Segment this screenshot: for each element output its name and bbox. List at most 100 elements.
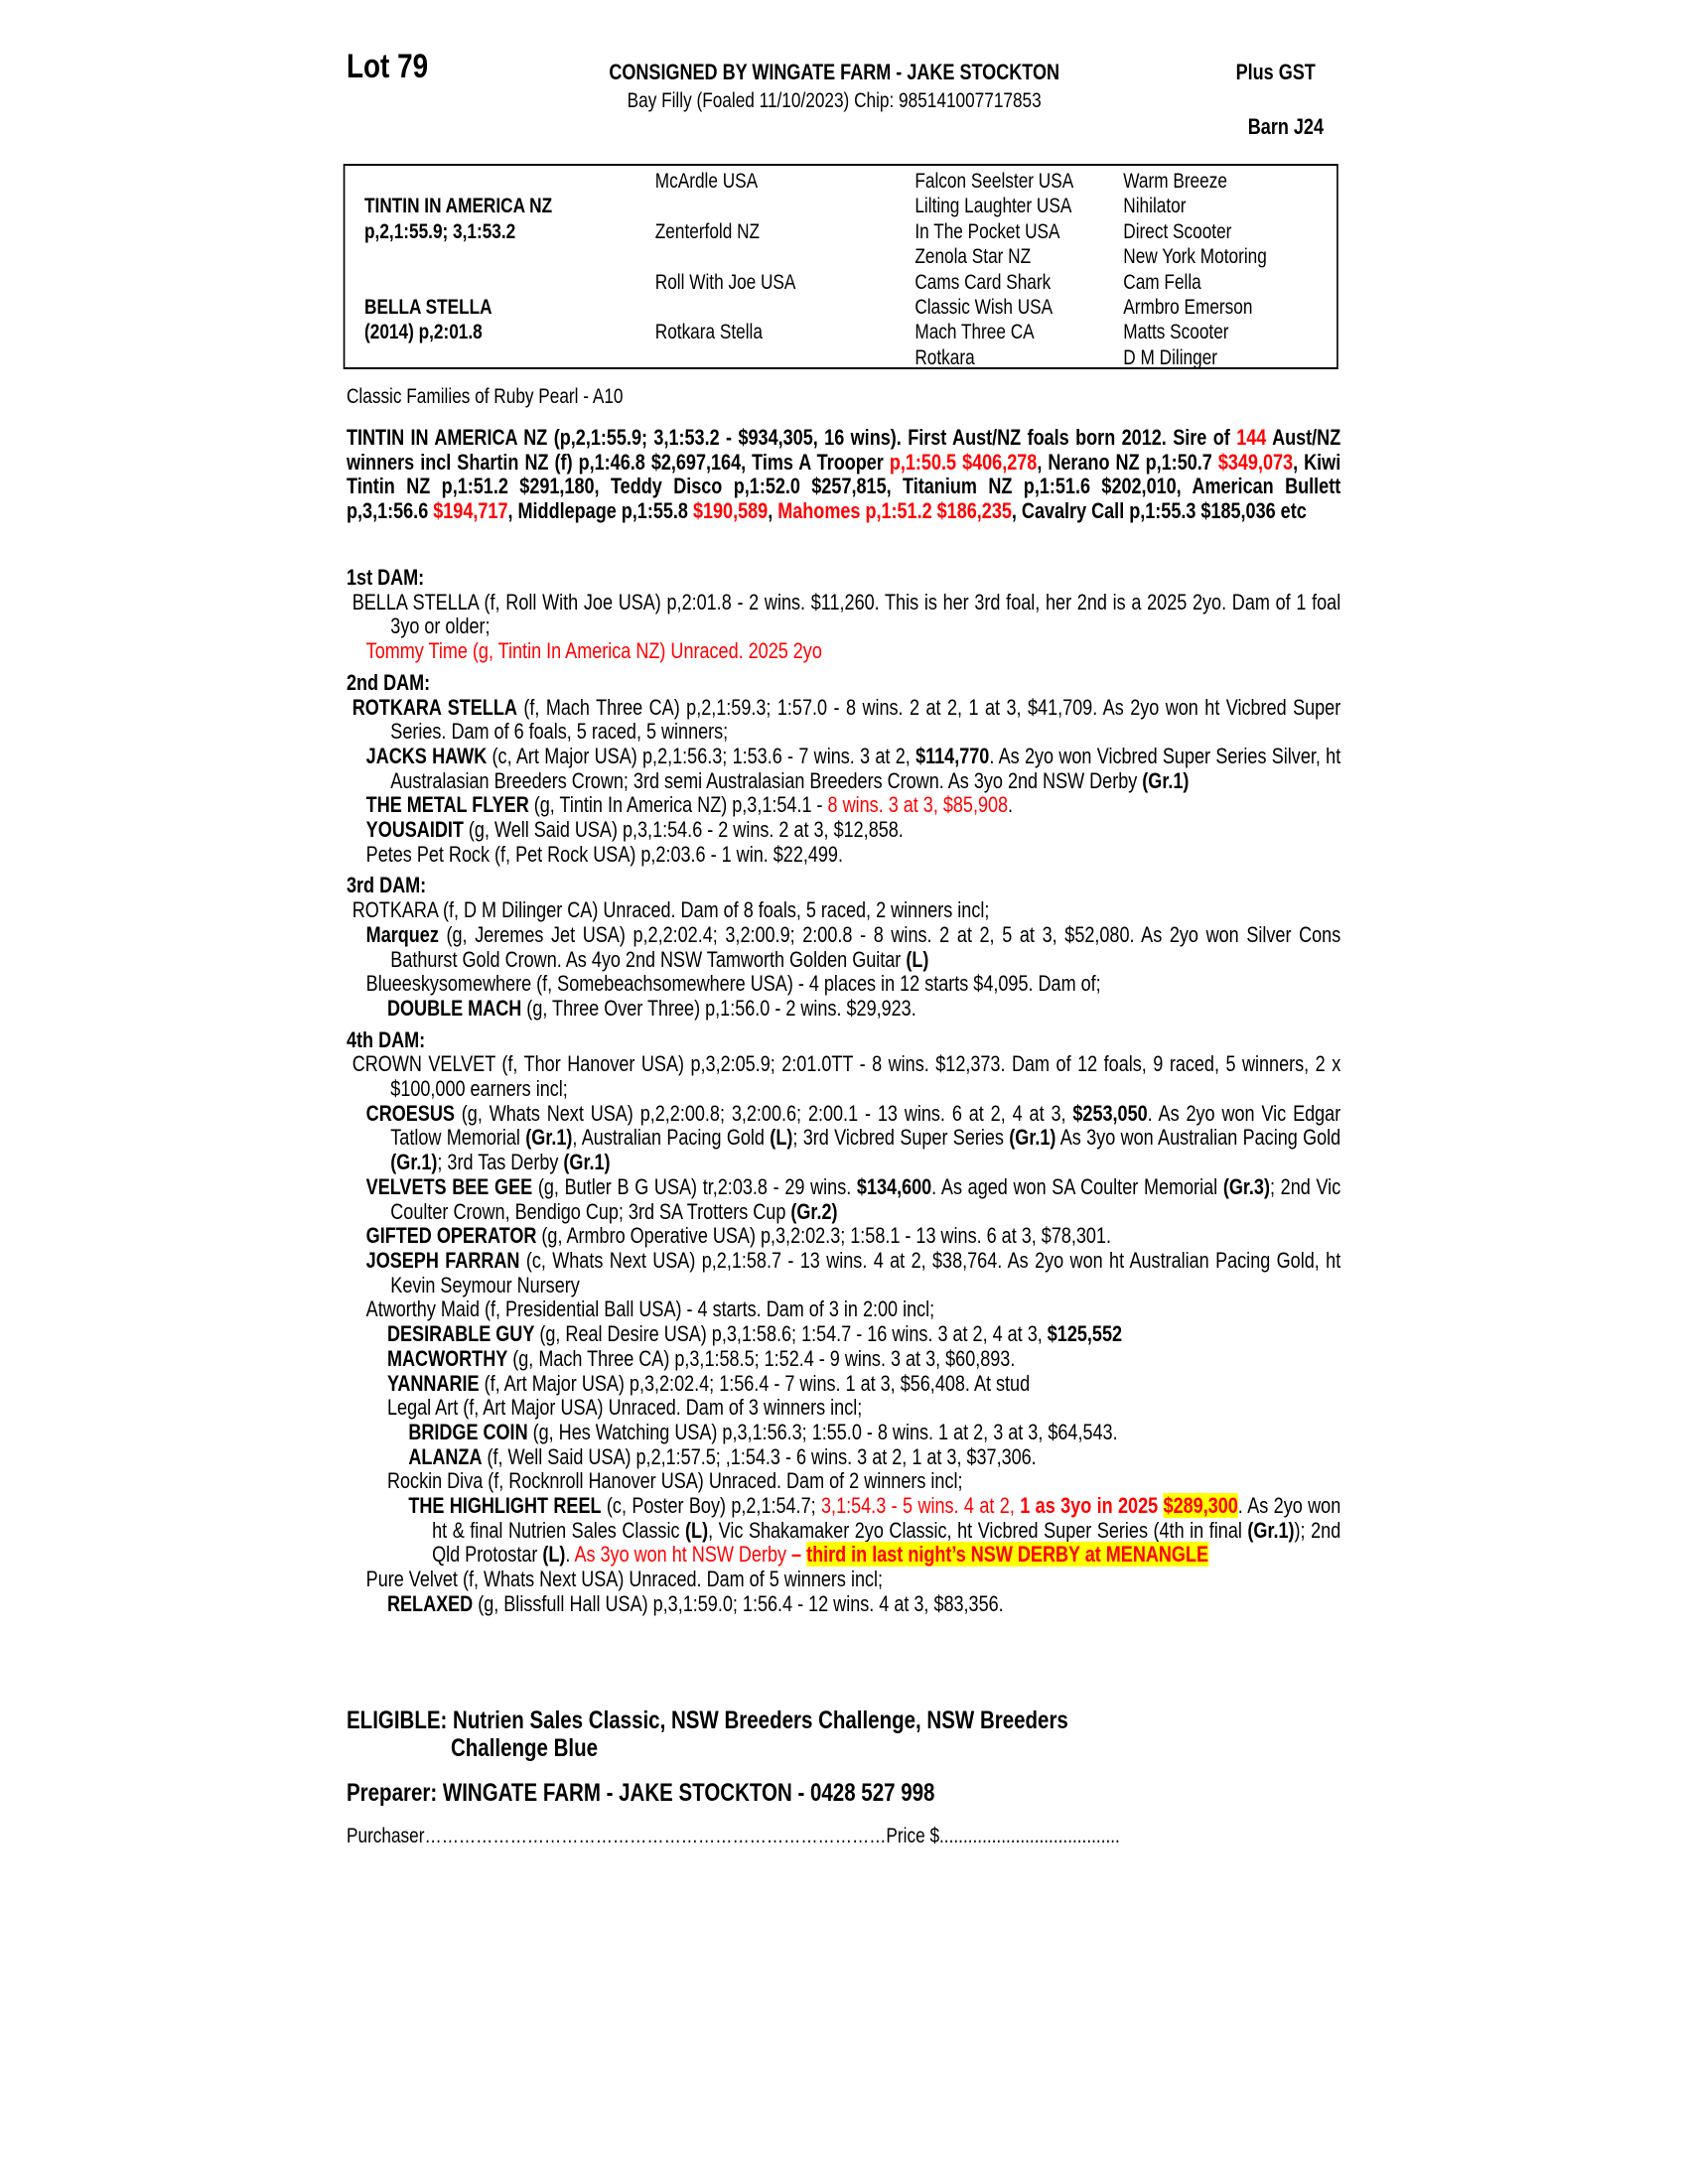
pedigree-col3-cell: Classic Wish USA (914, 296, 1054, 319)
text-segment: Legal Art (f, Art Major USA) Unraced. Da… (387, 1395, 863, 1421)
pedigree-table: TINTIN IN AMERICA NZ p,2,1:55.9; 3,1:53.2… (343, 164, 1338, 369)
text-segment: ; 3rd Vicbred Super Series (792, 1125, 1010, 1151)
pedigree-col3-cell: Zenola Star NZ (914, 245, 1032, 269)
text-segment: (g, Jeremes Jet USA) p,2,2:02.4; 3,2:00.… (390, 921, 1341, 972)
text-segment: (c, Whats Next USA) p,2,1:58.7 - 13 wins… (390, 1247, 1341, 1297)
text-segment: Mahomes p,1:51.2 $186,235 (777, 498, 1012, 524)
text-segment: DOUBLE MACH (387, 995, 522, 1021)
text-segment: ; 2nd Vic Coulter Crown, Bendigo Cup; 3r… (390, 1173, 1341, 1224)
text-segment: – (791, 1542, 807, 1568)
text-segment: 8 wins. 3 at 3, $85,908 (827, 792, 1009, 818)
pedigree-col4-cell: Nihilator (1123, 195, 1187, 218)
text-segment: CROWN VELVET (f, Thor Hanover USA) p,3,2… (352, 1051, 1341, 1102)
text-segment: BELLA STELLA (f, Roll With Joe USA) p,2:… (352, 589, 1341, 639)
barn-label: Barn J24 (1247, 114, 1324, 139)
text-segment: , Nerano NZ p,1:50.7 (1037, 449, 1218, 475)
pedigree-entry: JACKS HAWK (c, Art Major USA) p,2,1:56.3… (347, 743, 1341, 793)
pedigree-col4-cell: D M Dilinger (1123, 345, 1218, 369)
text-segment: (Gr.1) (525, 1125, 573, 1151)
pedigree-col1-cell: p,2,1:55.9; 3,1:53.2 (364, 219, 516, 243)
pedigree-entry: DOUBLE MACH (g, Three Over Three) p,1:56… (347, 995, 1340, 1022)
text-segment: ROTKARA (f, D M Dilinger CA) Unraced. Da… (352, 897, 990, 923)
dam-heading: 4th DAM: (347, 1026, 426, 1052)
text-segment: . As aged won SA Coulter Memorial (931, 1173, 1223, 1199)
text-segment: (L) (542, 1542, 566, 1568)
pedigree-col4-cell: Warm Breeze (1123, 170, 1227, 193)
text-segment: As 3yo won ht NSW Derby (574, 1542, 792, 1568)
dam-heading: 2nd DAM: (347, 669, 431, 695)
pedigree-col1-cell: BELLA STELLA (364, 296, 492, 319)
text-segment: $194,717 (433, 498, 508, 524)
text-segment: $349,073 (1217, 449, 1294, 475)
text-segment: (Gr.1) (1009, 1125, 1056, 1151)
text-segment: (Gr.2) (790, 1198, 838, 1224)
text-segment: CROESUS (365, 1100, 455, 1126)
eligible-line-1: ELIGIBLE: Nutrien Sales Classic, NSW Bre… (347, 1706, 1068, 1734)
text-segment: ROTKARA STELLA (352, 694, 517, 720)
text-segment: BRIDGE COIN (408, 1419, 528, 1444)
pedigree-entry: Atworthy Maid (f, Presidential Ball USA)… (347, 1297, 1340, 1322)
text-segment: 3,1:54.3 - 5 wins. 4 at 2, (821, 1493, 1021, 1519)
text-segment: (g, Real Desire USA) p,3,1:58.6; 1:54.7 … (534, 1321, 1048, 1347)
highlighted-text: $289,300 (1163, 1493, 1238, 1519)
text-segment: . (565, 1542, 575, 1568)
text-segment: (c, Art Major USA) p,2,1:56.3; 1:53.6 - … (487, 743, 916, 768)
text-segment: . As 2yo won Vicbred Super Series Silver… (390, 743, 1341, 793)
pedigree-col4-cell: Matts Scooter (1123, 321, 1229, 344)
pedigree-entry: CROESUS (g, Whats Next USA) p,2,2:00.8; … (347, 1100, 1341, 1175)
pedigree-entry: THE HIGHLIGHT REEL (c, Poster Boy) p,2,1… (347, 1493, 1341, 1568)
pedigree-entry: CROWN VELVET (f, Thor Hanover USA) p,3,2… (347, 1052, 1340, 1101)
pedigree-entry: Legal Art (f, Art Major USA) Unraced. Da… (347, 1395, 1340, 1421)
text-segment: (Gr.1) (563, 1150, 611, 1175)
text-segment: Pure Velvet (f, Whats Next USA) Unraced.… (365, 1567, 884, 1592)
pedigree-col2-cell: McArdle USA (654, 170, 759, 193)
text-segment: (f, Well Said USA) p,2,1:57.5; ,1:54.3 -… (482, 1443, 1037, 1469)
text-segment: VELVETS BEE GEE (365, 1173, 533, 1199)
pedigree-entry: Blueeskysomewhere (f, Somebeachsomewhere… (347, 971, 1340, 997)
pedigree-entry: YOUSAIDIT (g, Well Said USA) p,3,1:54.6 … (347, 817, 1340, 843)
text-segment: (Gr.1) (1247, 1517, 1295, 1543)
pedigree-col3-cell: In The Pocket USA (914, 219, 1060, 243)
pedigree-entry: DESIRABLE GUY (g, Real Desire USA) p,3,1… (347, 1321, 1340, 1347)
pedigree-entry: ALANZA (f, Well Said USA) p,2,1:57.5; ,1… (347, 1443, 1340, 1470)
eligible-line-2: Challenge Blue (450, 1734, 599, 1762)
pedigree-col4-cell: Cam Fella (1123, 270, 1201, 294)
text-segment: YANNARIE (387, 1370, 480, 1396)
text-segment: , Australian Pacing Gold (572, 1125, 771, 1151)
text-segment: Aust/NZ winners incl Shartin NZ (f) p,1:… (347, 425, 1341, 475)
text-segment: (g, Armbro Operative USA) p,3,2:02.3; 1:… (536, 1223, 1112, 1249)
text-segment: 144 (1236, 425, 1267, 450)
pedigree-col2-cell: Roll With Joe USA (654, 270, 796, 294)
text-segment: GIFTED OPERATOR (365, 1223, 537, 1249)
text-segment: p,1:50.5 $406,278 (889, 449, 1038, 475)
pedigree-col4-cell: Armbro Emerson (1123, 296, 1253, 319)
text-segment: ); 2nd Qld Protostar (432, 1517, 1341, 1568)
text-segment: JOSEPH FARRAN (365, 1247, 520, 1273)
text-segment: (Gr.3) (1222, 1173, 1270, 1199)
text-segment: (g, Hes Watching USA) p,3,1:56.3; 1:55.0… (527, 1419, 1118, 1444)
text-segment: THE METAL FLYER (365, 792, 529, 818)
pedigree-col1-cell: (2014) p,2:01.8 (364, 321, 483, 344)
text-segment: , (768, 498, 778, 524)
pedigree-col4-cell: Direct Scooter (1123, 219, 1232, 243)
text-segment: 1 as 3yo in 2025 (1020, 1493, 1164, 1519)
pedigree-entry: Rockin Diva (f, Rocknroll Hanover USA) U… (347, 1468, 1340, 1494)
sire-paragraph: TINTIN IN AMERICA NZ (p,2,1:55.9; 3,1:53… (347, 425, 1341, 524)
pedigree-entry: BELLA STELLA (f, Roll With Joe USA) p,2:… (347, 589, 1341, 639)
pedigree-entry: THE METAL FLYER (g, Tintin In America NZ… (347, 792, 1340, 818)
text-segment: (f, Mach Three CA) p,2,1:59.3; 1:57.0 - … (390, 694, 1341, 745)
dam-section: 2nd DAM: ROTKARA STELLA (f, Mach Three CA… (347, 669, 1341, 868)
text-segment: $190,589 (692, 498, 769, 524)
pedigree-entry: Pure Velvet (f, Whats Next USA) Unraced.… (347, 1567, 1340, 1592)
pedigree-entry: Marquez (g, Jeremes Jet USA) p,2,2:02.4;… (347, 921, 1341, 972)
pedigree-entry: Petes Pet Rock (f, Pet Rock USA) p,2:03.… (347, 842, 1340, 868)
text-segment: (g, Tintin In America NZ) p,3,1:54.1 - (528, 792, 828, 818)
text-segment: (L) (906, 946, 929, 972)
text-segment: $114,770 (915, 743, 990, 768)
purchaser-line: Purchaser………………………………………………………………………Pric… (347, 1825, 1120, 1848)
text-segment: RELAXED (387, 1590, 474, 1616)
text-segment: Rockin Diva (f, Rocknroll Hanover USA) U… (387, 1468, 963, 1494)
text-segment: , Middlepage p,1:55.8 (507, 498, 693, 524)
text-segment: Marquez (365, 921, 439, 947)
lot-number: Lot 79 (347, 48, 429, 85)
